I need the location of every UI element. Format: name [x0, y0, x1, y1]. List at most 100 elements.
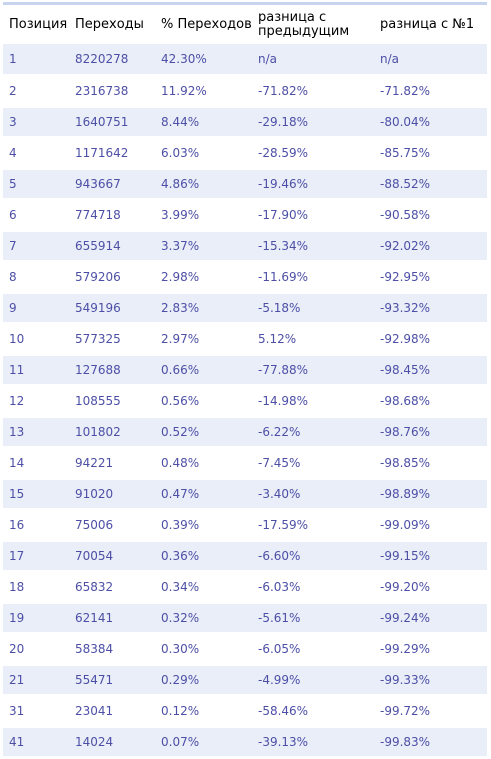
cell-clicks-percent: 0.39%	[155, 509, 252, 542]
cell-diff-previous: n/a	[252, 44, 374, 77]
cell-clicks: 65832	[69, 571, 155, 604]
table-body: 1 8220278 42.30% n/a n/a 2 2316738 11.92% -71.82…	[3, 44, 487, 759]
header-position: Позиция	[3, 5, 69, 44]
cell-position: 15	[3, 478, 69, 511]
cell-clicks: 549196	[69, 292, 155, 325]
cell-clicks: 14024	[69, 726, 155, 759]
table-top-rule	[3, 2, 487, 5]
cell-diff-previous: -11.69%	[252, 261, 374, 294]
cell-clicks: 1640751	[69, 106, 155, 139]
cell-clicks-percent: 42.30%	[155, 44, 252, 77]
cell-diff-previous: -6.03%	[252, 571, 374, 604]
cell-diff-first: -99.15%	[374, 540, 487, 573]
cell-position: 4	[3, 137, 69, 170]
cell-clicks: 127688	[69, 354, 155, 387]
cell-clicks-percent: 0.66%	[155, 354, 252, 387]
table-row: 13 101802 0.52% -6.22% -98.76%	[3, 416, 487, 449]
cell-diff-first: -99.29%	[374, 633, 487, 666]
cell-diff-previous: -28.59%	[252, 137, 374, 170]
cell-clicks: 579206	[69, 261, 155, 294]
cell-clicks-percent: 3.99%	[155, 199, 252, 232]
table-row: 17 70054 0.36% -6.60% -99.15%	[3, 540, 487, 573]
cell-diff-previous: 5.12%	[252, 323, 374, 356]
cell-diff-previous: -19.46%	[252, 168, 374, 201]
table-row: 15 91020 0.47% -3.40% -98.89%	[3, 478, 487, 511]
cell-diff-first: -98.45%	[374, 354, 487, 387]
table-row: 12 108555 0.56% -14.98% -98.68%	[3, 385, 487, 418]
cell-diff-previous: -15.34%	[252, 230, 374, 263]
cell-diff-previous: -14.98%	[252, 385, 374, 418]
cell-position: 2	[3, 75, 69, 108]
cell-diff-first: -85.75%	[374, 137, 487, 170]
cell-clicks-percent: 0.36%	[155, 540, 252, 573]
header-diff-previous: разница с предыдущим	[252, 5, 374, 44]
cell-clicks: 774718	[69, 199, 155, 232]
cell-clicks-percent: 0.32%	[155, 602, 252, 635]
cell-diff-previous: -58.46%	[252, 695, 374, 728]
table-row: 7 655914 3.37% -15.34% -92.02%	[3, 230, 487, 263]
cell-diff-first: -93.32%	[374, 292, 487, 325]
cell-diff-first: -98.76%	[374, 416, 487, 449]
cell-clicks: 8220278	[69, 44, 155, 77]
cell-clicks-percent: 11.92%	[155, 75, 252, 108]
cell-diff-previous: -6.22%	[252, 416, 374, 449]
cell-clicks-percent: 8.44%	[155, 106, 252, 139]
cell-position: 16	[3, 509, 69, 542]
cell-diff-previous: -17.59%	[252, 509, 374, 542]
cell-clicks-percent: 4.86%	[155, 168, 252, 201]
cell-diff-first: n/a	[374, 44, 487, 77]
cell-diff-first: -98.85%	[374, 447, 487, 480]
table-row: 31 23041 0.12% -58.46% -99.72%	[3, 695, 487, 728]
table-row: 8 579206 2.98% -11.69% -92.95%	[3, 261, 487, 294]
cell-diff-previous: -17.90%	[252, 199, 374, 232]
cell-clicks: 70054	[69, 540, 155, 573]
cell-position: 19	[3, 602, 69, 635]
cell-clicks-percent: 0.12%	[155, 695, 252, 728]
cell-position: 13	[3, 416, 69, 449]
cell-position: 7	[3, 230, 69, 263]
cell-clicks-percent: 2.98%	[155, 261, 252, 294]
table-row: 9 549196 2.83% -5.18% -93.32%	[3, 292, 487, 325]
cell-position: 8	[3, 261, 69, 294]
cell-position: 14	[3, 447, 69, 480]
cell-diff-first: -92.98%	[374, 323, 487, 356]
table-row: 20 58384 0.30% -6.05% -99.29%	[3, 633, 487, 666]
cell-diff-first: -71.82%	[374, 75, 487, 108]
cell-diff-previous: -29.18%	[252, 106, 374, 139]
cell-clicks: 58384	[69, 633, 155, 666]
cell-clicks-percent: 0.07%	[155, 726, 252, 759]
cell-clicks: 655914	[69, 230, 155, 263]
table-row: 16 75006 0.39% -17.59% -99.09%	[3, 509, 487, 542]
cell-clicks: 2316738	[69, 75, 155, 108]
cell-diff-first: -88.52%	[374, 168, 487, 201]
cell-diff-first: -99.24%	[374, 602, 487, 635]
cell-diff-previous: -39.13%	[252, 726, 374, 759]
cell-diff-previous: -7.45%	[252, 447, 374, 480]
table-row: 10 577325 2.97% 5.12% -92.98%	[3, 323, 487, 356]
cell-clicks: 101802	[69, 416, 155, 449]
cell-clicks-percent: 6.03%	[155, 137, 252, 170]
cell-diff-first: -92.95%	[374, 261, 487, 294]
cell-position: 10	[3, 323, 69, 356]
cell-diff-first: -90.58%	[374, 199, 487, 232]
cell-diff-first: -80.04%	[374, 106, 487, 139]
cell-clicks: 94221	[69, 447, 155, 480]
position-table-container: Позиция Переходы % Переходов разница с п…	[3, 2, 487, 759]
cell-clicks: 943667	[69, 168, 155, 201]
cell-position: 1	[3, 44, 69, 77]
header-diff-first: разница с №1	[374, 5, 487, 44]
cell-diff-previous: -6.05%	[252, 633, 374, 666]
table-row: 1 8220278 42.30% n/a n/a	[3, 44, 487, 77]
cell-clicks-percent: 3.37%	[155, 230, 252, 263]
header-clicks-percent: % Переходов	[155, 5, 252, 44]
cell-clicks: 577325	[69, 323, 155, 356]
cell-clicks: 55471	[69, 664, 155, 697]
cell-clicks-percent: 0.48%	[155, 447, 252, 480]
cell-position: 6	[3, 199, 69, 232]
cell-clicks: 108555	[69, 385, 155, 418]
table-row: 11 127688 0.66% -77.88% -98.45%	[3, 354, 487, 387]
cell-diff-first: -98.68%	[374, 385, 487, 418]
position-clicks-table: Позиция Переходы % Переходов разница с п…	[3, 5, 487, 759]
cell-diff-previous: -5.61%	[252, 602, 374, 635]
table-row: 2 2316738 11.92% -71.82% -71.82%	[3, 75, 487, 108]
